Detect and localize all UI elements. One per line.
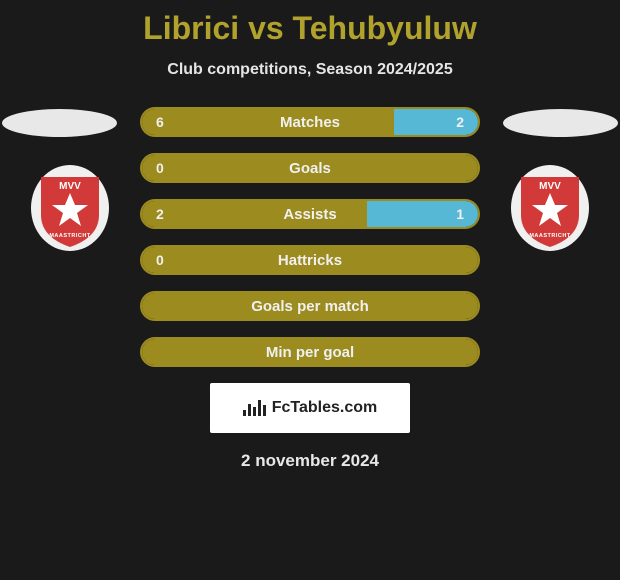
stat-label: Goals per match — [142, 293, 478, 319]
right-oval-decor — [503, 109, 618, 137]
page-title: Librici vs Tehubyuluw — [0, 0, 620, 47]
watermark-badge: FcTables.com — [210, 383, 410, 433]
stat-value-left: 6 — [156, 109, 164, 135]
left-oval-decor — [2, 109, 117, 137]
stat-value-left: 0 — [156, 155, 164, 181]
stat-row: Min per goal — [140, 337, 480, 367]
date-text: 2 november 2024 — [0, 451, 620, 471]
stat-row: Matches6 2 — [140, 107, 480, 137]
svg-text:MAASTRICHT: MAASTRICHT — [49, 233, 90, 239]
stat-value-right: 1 — [456, 201, 464, 227]
stat-value-left: 0 — [156, 247, 164, 273]
bar-chart-icon — [243, 400, 266, 416]
stat-label: Goals — [142, 155, 478, 181]
stat-row: Goals per match — [140, 291, 480, 321]
stat-row: Assists2 1 — [140, 199, 480, 229]
stat-value-left: 2 — [156, 201, 164, 227]
svg-text:MAASTRICHT: MAASTRICHT — [529, 233, 570, 239]
stat-label: Assists — [142, 201, 478, 227]
shield-icon: MVV MAASTRICHT — [511, 165, 589, 251]
stats-list: Matches62Goals0Assists21Hattricks0Goals … — [140, 107, 480, 367]
stat-row: Hattricks0 — [140, 245, 480, 275]
stat-label: Hattricks — [142, 247, 478, 273]
watermark-text: FcTables.com — [272, 399, 378, 417]
comparison-panel: MVV MAASTRICHT MVV MAASTRICHT Matches6 2 G… — [0, 107, 620, 471]
shield-icon: MVV MAASTRICHT — [31, 165, 109, 251]
right-club-badge: MVV MAASTRICHT — [500, 165, 600, 255]
left-club-badge: MVV MAASTRICHT — [20, 165, 120, 255]
svg-text:MVV: MVV — [59, 181, 81, 192]
svg-text:MVV: MVV — [539, 181, 561, 192]
stat-label: Min per goal — [142, 339, 478, 365]
stat-label: Matches — [142, 109, 478, 135]
stat-row: Goals0 — [140, 153, 480, 183]
subtitle: Club competitions, Season 2024/2025 — [0, 61, 620, 79]
stat-value-right: 2 — [456, 109, 464, 135]
